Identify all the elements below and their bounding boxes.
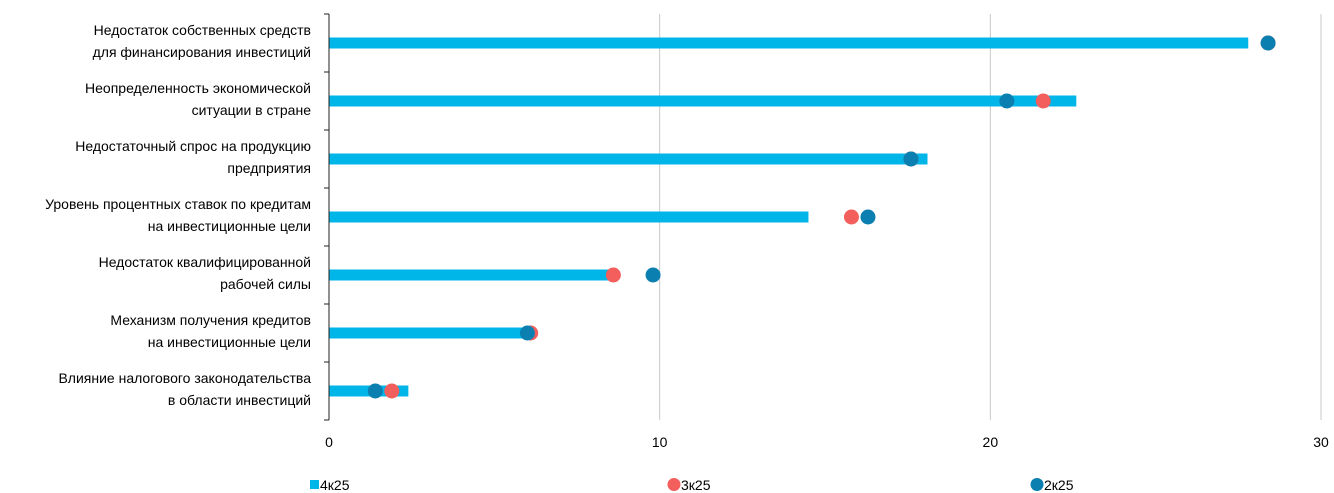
x-tick-label: 30 <box>1313 434 1329 450</box>
dot-2к25 <box>999 93 1015 109</box>
category-labels: Недостаток собственных средств для финанс… <box>45 22 311 408</box>
legend-label-4к25: 4к25 <box>320 477 350 493</box>
dot-2к25 <box>367 383 383 399</box>
x-tick-labels: 0 10 20 30 <box>325 434 1329 450</box>
category-label: в области инвестиций <box>168 392 311 408</box>
category-label: Механизм получения кредитов <box>110 312 311 328</box>
dot-3к25 <box>843 209 859 225</box>
dot-3к25 <box>384 383 400 399</box>
bar-series <box>329 37 1249 397</box>
dot-2к25 <box>860 209 876 225</box>
legend-swatch-4к25 <box>310 480 319 489</box>
legend-swatch-2к25 <box>1030 478 1044 491</box>
bar-4к25 <box>329 153 928 165</box>
dot-2к25 <box>519 325 535 341</box>
category-label: предприятия <box>227 160 311 176</box>
category-label: рабочей силы <box>220 276 311 292</box>
category-label: Влияние налогового законодательства <box>58 370 311 386</box>
legend: 4к25 3к25 2к25 <box>310 477 1074 493</box>
dot-2к25 <box>1260 35 1276 51</box>
category-label: на инвестиционные цели <box>148 218 311 234</box>
bar-4к25 <box>329 95 1077 107</box>
bar-4к25 <box>329 269 617 281</box>
legend-label-3к25: 3к25 <box>681 477 711 493</box>
dot-series <box>367 35 1276 399</box>
bar-4к25 <box>329 327 535 339</box>
axes <box>324 13 330 421</box>
legend-swatch-3к25 <box>667 478 681 491</box>
dot-2к25 <box>903 151 919 167</box>
category-label: ситуации в стране <box>192 102 312 118</box>
dot-2к25 <box>645 267 661 283</box>
category-label: для финансирования инвестиций <box>93 44 311 60</box>
category-label: на инвестиционные цели <box>148 334 311 350</box>
bar-4к25 <box>329 211 809 223</box>
legend-label-2к25: 2к25 <box>1044 477 1074 493</box>
x-tick-label: 0 <box>325 434 333 450</box>
category-label: Недостаток собственных средств <box>94 22 311 38</box>
x-tick-label: 20 <box>983 434 999 450</box>
x-tick-label: 10 <box>652 434 668 450</box>
category-label: Недостаточный спрос на продукцию <box>75 138 311 154</box>
dot-3к25 <box>605 267 621 283</box>
bar-4к25 <box>329 37 1249 49</box>
category-label: Уровень процентных ставок по кредитам <box>45 196 311 212</box>
category-label: Недостаток квалифицированной <box>99 254 311 270</box>
dot-3к25 <box>1035 93 1051 109</box>
category-label: Неопределенность экономической <box>85 80 311 96</box>
